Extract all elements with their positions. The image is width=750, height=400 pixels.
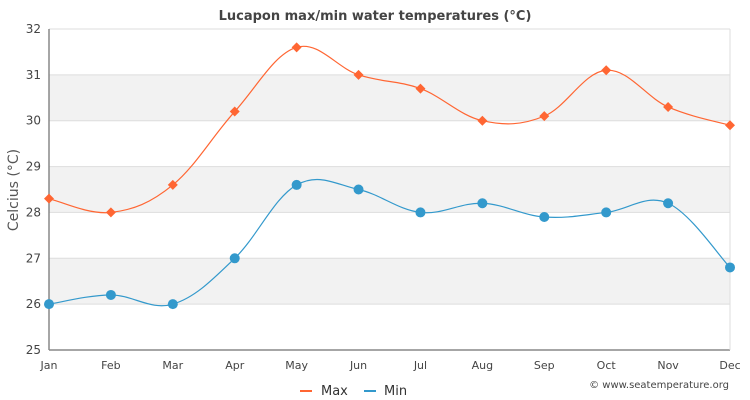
data-point-min-jun[interactable]	[353, 184, 364, 195]
x-tick-label: Apr	[225, 359, 245, 372]
data-point-max-nov[interactable]	[663, 101, 674, 112]
y-tick-label: 27	[26, 251, 41, 265]
data-point-max-mar[interactable]	[167, 179, 178, 190]
legend-max-label[interactable]: Max	[321, 384, 348, 399]
data-point-min-jul[interactable]	[415, 207, 426, 218]
data-point-max-feb[interactable]	[105, 207, 116, 218]
data-point-max-oct[interactable]	[601, 65, 612, 76]
plot-bands	[49, 74, 730, 305]
data-point-min-sep[interactable]	[539, 212, 550, 223]
data-point-max-jun[interactable]	[353, 69, 364, 80]
legend: Max Min	[300, 384, 407, 399]
plot-band	[49, 258, 730, 305]
x-axis-ticks: Jan Feb Mar Apr May Jun Jul Aug Sep Oct Nov Dec	[40, 359, 741, 372]
data-point-max-aug[interactable]	[477, 115, 488, 126]
x-tick-label: May	[285, 359, 308, 372]
y-tick-label: 31	[26, 68, 41, 82]
x-tick-label: Jan	[40, 359, 58, 372]
data-point-min-may[interactable]	[291, 179, 302, 190]
y-tick-label: 28	[26, 205, 41, 219]
y-tick-label: 29	[26, 160, 41, 174]
chart-title: Lucapon max/min water temperatures (°C)	[219, 9, 532, 24]
data-point-min-apr[interactable]	[229, 253, 240, 264]
x-tick-label: Aug	[472, 359, 493, 372]
x-tick-label: Nov	[657, 359, 679, 372]
data-point-min-mar[interactable]	[167, 299, 178, 310]
data-point-min-aug[interactable]	[477, 198, 488, 209]
data-point-min-jan[interactable]	[44, 299, 54, 310]
y-tick-label: 30	[26, 114, 41, 128]
x-tick-label: Sep	[534, 359, 555, 372]
data-point-min-feb[interactable]	[105, 289, 116, 300]
data-point-max-apr[interactable]	[229, 106, 240, 117]
data-point-max-sep[interactable]	[539, 111, 550, 122]
y-tick-label: 25	[26, 343, 41, 357]
series-markers	[44, 42, 735, 310]
legend-min-label[interactable]: Min	[384, 384, 407, 399]
y-tick-label: 32	[26, 22, 41, 36]
data-point-min-dec[interactable]	[725, 262, 735, 273]
data-point-max-dec[interactable]	[725, 120, 735, 131]
credit-text: © www.seatemperature.org	[589, 380, 729, 391]
axes	[48, 29, 731, 351]
x-tick-label: Oct	[597, 359, 617, 372]
y-tick-label: 26	[26, 297, 41, 311]
y-axis-label: Celcius (°C)	[6, 149, 22, 231]
data-point-max-may[interactable]	[291, 42, 302, 53]
x-tick-label: Jun	[349, 359, 367, 372]
x-tick-label: Feb	[101, 359, 120, 372]
y-axis-ticks: 25 26 27 28 29 30 31 32	[26, 22, 41, 357]
x-tick-label: Jul	[413, 359, 427, 372]
data-point-min-nov[interactable]	[663, 198, 674, 209]
x-tick-label: Dec	[719, 359, 740, 372]
plot-band	[49, 166, 730, 213]
x-tick-label: Mar	[162, 359, 183, 372]
plot-band	[49, 74, 730, 121]
data-point-max-jul[interactable]	[415, 83, 426, 94]
data-point-min-oct[interactable]	[601, 207, 612, 218]
data-point-max-jan[interactable]	[44, 193, 54, 204]
